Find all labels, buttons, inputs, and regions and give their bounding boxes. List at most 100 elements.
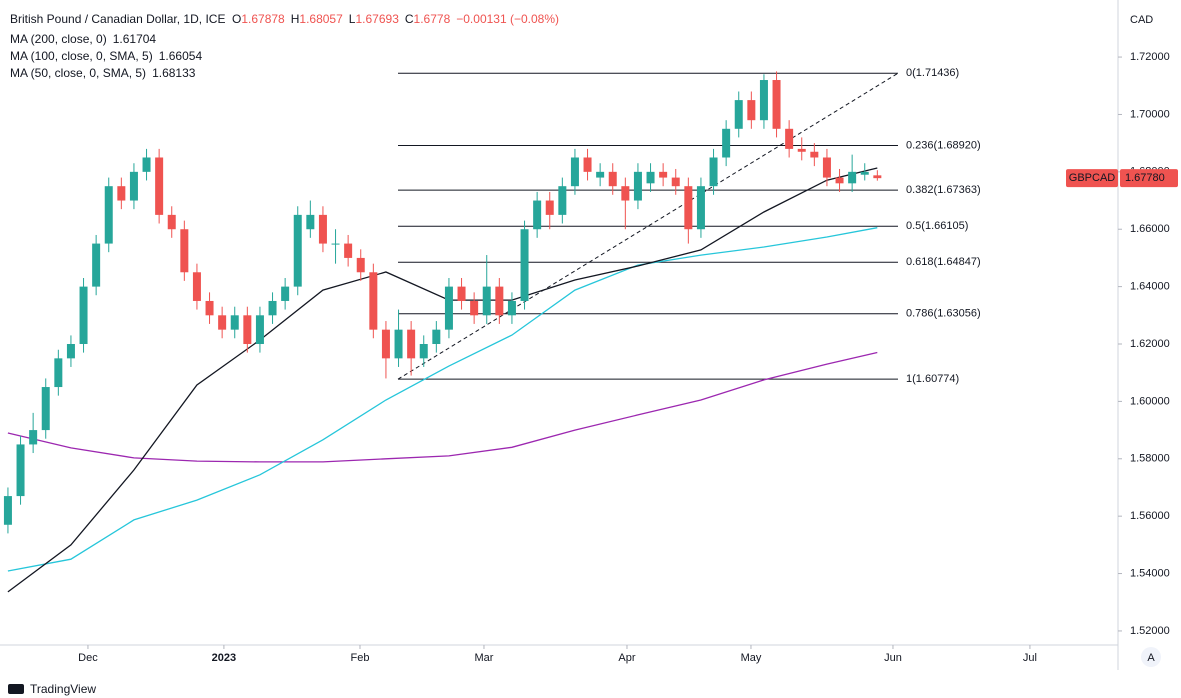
y-tick-label: 1.64000 <box>1130 281 1170 293</box>
fib-label: 0.786(1.63056) <box>906 308 981 320</box>
candle-body <box>709 157 718 187</box>
fib-label: 0.382(1.67363) <box>906 184 981 196</box>
candle-body <box>306 214 315 230</box>
candle-body <box>772 80 781 129</box>
candle-body <box>268 300 277 316</box>
candle-body <box>747 100 756 121</box>
candle-body <box>192 272 201 301</box>
candle-body <box>29 430 38 445</box>
logo-icon <box>8 684 24 694</box>
fib-label: 0.618(1.64847) <box>906 256 981 268</box>
candle-body <box>759 80 768 121</box>
x-tick-label: Mar <box>474 652 493 664</box>
y-tick-label: 1.66000 <box>1130 223 1170 235</box>
fib-label: 0.5(1.66105) <box>906 220 968 232</box>
header-ohlc: O1.67878 H1.68057 L1.67693 C1.6778 −0.00131 … <box>232 12 559 26</box>
x-tick-label: Jul <box>1023 652 1037 664</box>
candle-body <box>444 286 453 330</box>
y-tick-label: 1.58000 <box>1130 453 1170 465</box>
candle-body <box>230 315 239 330</box>
symbol-label: GBPCAD <box>1069 172 1116 184</box>
ohlc-value: 1.67878 <box>241 12 285 26</box>
legend-entry: MA (200, close, 0) <box>10 32 107 46</box>
candle-body <box>394 329 403 359</box>
candle-body <box>419 344 428 359</box>
ohlc-value: 1.68057 <box>299 12 343 26</box>
currency: CAD <box>1130 14 1153 26</box>
candle-body <box>822 157 831 178</box>
header-title: British Pound / Canadian Dollar, 1D, ICE <box>10 12 225 26</box>
candle-body <box>369 272 378 330</box>
candle-body <box>331 243 340 245</box>
candle-body <box>608 171 617 187</box>
price-tag <box>1120 169 1178 188</box>
y-tick-label: 1.70000 <box>1130 108 1170 120</box>
x-tick-label: Feb <box>350 652 369 664</box>
candle-body <box>533 200 542 230</box>
candle-body <box>696 186 705 230</box>
x-tick-label: Jun <box>884 652 902 664</box>
price-label: 1.67780 <box>1125 172 1165 184</box>
candle-body <box>407 329 416 359</box>
candle-body <box>482 286 491 316</box>
candle-body <box>734 100 743 129</box>
candle-body <box>293 214 302 287</box>
candle-body <box>520 229 529 301</box>
candle-body <box>545 200 554 215</box>
candle-body <box>684 186 693 230</box>
candle-body <box>381 329 390 359</box>
candle-body <box>873 175 882 179</box>
candle-body <box>848 171 857 184</box>
change: −0.00131 (−0.08%) <box>456 12 559 26</box>
candle-body <box>16 444 25 497</box>
ohlc-letter: L <box>349 12 356 26</box>
y-tick-label: 1.60000 <box>1130 395 1170 407</box>
candle-body <box>218 315 227 330</box>
candle-body <box>167 214 176 230</box>
fib-label: 1(1.60774) <box>906 373 959 385</box>
legend-value: 1.66054 <box>159 49 203 63</box>
auto-scale-label: A <box>1147 652 1155 664</box>
candle-body <box>142 157 151 172</box>
candle-body <box>79 286 88 345</box>
legend-entry: MA (100, close, 0, SMA, 5) <box>10 49 153 63</box>
candle-body <box>432 329 441 345</box>
candle-body <box>860 171 869 175</box>
candle-body <box>180 229 189 273</box>
candle-body <box>671 177 680 187</box>
ma-line <box>7 227 878 572</box>
x-tick-label: Dec <box>78 652 98 664</box>
candle-body <box>66 344 75 359</box>
candle-body <box>835 177 844 184</box>
candle-body <box>810 151 819 158</box>
fib-label: 0.236(1.68920) <box>906 139 981 151</box>
candle-body <box>583 157 592 172</box>
brand: TradingView <box>30 682 96 696</box>
legend-value: 1.61704 <box>113 32 157 46</box>
ohlc-letter: C <box>405 12 414 26</box>
candle-body <box>344 243 353 258</box>
ma-line <box>7 351 878 463</box>
candle-body <box>621 186 630 201</box>
x-tick-label: May <box>741 652 762 664</box>
y-tick-label: 1.54000 <box>1130 567 1170 579</box>
candle-body <box>117 186 126 201</box>
x-tick-label: Apr <box>618 652 635 664</box>
candle-body <box>457 286 466 301</box>
x-tick-label: 2023 <box>212 652 236 664</box>
candle-body <box>255 315 264 345</box>
candle-body <box>507 300 516 316</box>
ohlc-letter: H <box>291 12 300 26</box>
candle-body <box>646 171 655 184</box>
brand-logo <box>8 684 24 694</box>
candle-body <box>155 157 164 215</box>
ohlc-value: 1.6778 <box>414 12 451 26</box>
candle-body <box>54 358 63 388</box>
legend-value: 1.68133 <box>152 66 196 80</box>
candle-body <box>722 128 731 158</box>
y-tick-label: 1.62000 <box>1130 338 1170 350</box>
candle-body <box>570 157 579 187</box>
auto-scale-button[interactable] <box>1141 647 1161 667</box>
candle-body <box>41 387 50 431</box>
candle-body <box>281 286 290 301</box>
